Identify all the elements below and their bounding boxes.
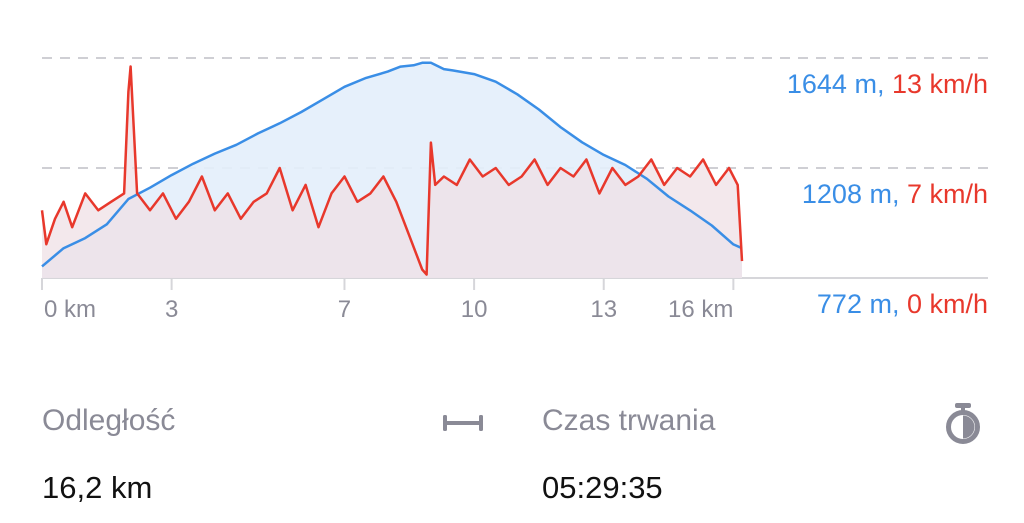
elevation-speed-chart: 0 km 3 7 10 13 16 km 1644 m, 13 km/h 1208 m, 7… bbox=[40, 57, 988, 323]
elevation-value-label: 1644 m bbox=[787, 69, 877, 99]
x-tick-label-2: 7 bbox=[338, 296, 351, 323]
x-tick-label-3: 10 bbox=[461, 296, 488, 323]
speed-area bbox=[42, 66, 742, 278]
duration-value: 05:29:35 bbox=[542, 470, 663, 505]
elevation-line bbox=[41, 61, 743, 268]
x-tick-label-0: 0 km bbox=[44, 296, 96, 323]
y-axis-labels: 1644 m, 13 km/h 1208 m, 7 km/h 772 m, 0 km… bbox=[787, 69, 988, 319]
label-separator: , bbox=[892, 179, 907, 209]
distance-label: Odległość bbox=[42, 404, 176, 437]
x-tick-label-4: 13 bbox=[590, 296, 617, 323]
label-separator: , bbox=[877, 69, 892, 99]
elevation-value-label: 772 m bbox=[817, 289, 892, 319]
speed-value-label: 0 km/h bbox=[907, 289, 988, 319]
x-axis: 0 km 3 7 10 13 16 km bbox=[41, 278, 735, 323]
stopwatch-icon bbox=[943, 401, 983, 450]
x-tick-label-5: 16 km bbox=[668, 296, 733, 323]
speed-value-label: 7 km/h bbox=[907, 179, 988, 209]
chart-areas bbox=[42, 62, 742, 278]
chart-lines bbox=[40, 61, 744, 276]
distance-value: 16,2 km bbox=[42, 470, 153, 505]
duration-label: Czas trwania bbox=[542, 404, 716, 437]
right-label-2: 772 m, 0 km/h bbox=[817, 289, 988, 319]
label-separator: , bbox=[892, 289, 907, 319]
speed-value-label: 13 km/h bbox=[892, 69, 988, 99]
distance-icon bbox=[441, 412, 485, 439]
x-tick-label-1: 3 bbox=[165, 296, 178, 323]
elevation-value-label: 1208 m bbox=[802, 179, 892, 209]
right-label-1: 1208 m, 7 km/h bbox=[802, 179, 988, 209]
right-label-0: 1644 m, 13 km/h bbox=[787, 69, 988, 99]
speed-line bbox=[40, 65, 744, 276]
